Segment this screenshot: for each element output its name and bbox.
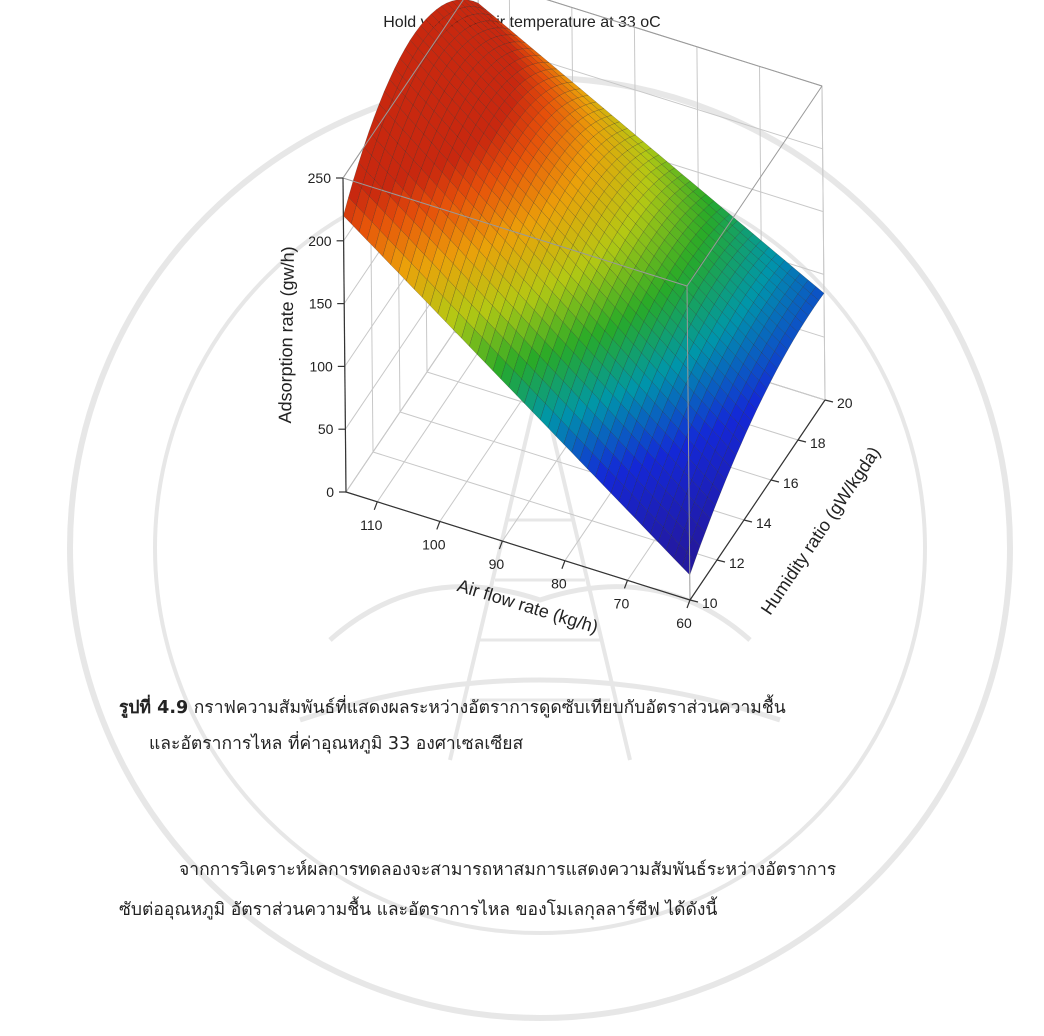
x-tick	[561, 560, 566, 569]
z-tick-label: 150	[309, 296, 333, 312]
y-axis-line	[689, 399, 826, 601]
x-tick	[686, 599, 691, 609]
x-tick	[623, 580, 629, 589]
y-tick	[824, 399, 834, 403]
box-edge	[342, 0, 464, 179]
box-edge	[686, 285, 691, 601]
x-tick-label: 80	[551, 576, 567, 592]
surface-mesh	[343, 0, 825, 576]
box-edge	[342, 177, 688, 287]
figure-caption-line2: และอัตราการไหล ที่ค่าอุณหภูมิ 33 องศาเซล…	[149, 734, 524, 754]
z-tick-label: 0	[326, 484, 334, 500]
z-axis-title: Adsorption rate (gw/h)	[275, 246, 298, 423]
x-tick	[498, 540, 503, 550]
x-tick	[373, 501, 378, 511]
y-tick	[689, 599, 699, 603]
x-tick-label: 60	[676, 615, 692, 631]
y-tick	[716, 559, 726, 563]
figure-caption-line1: กราฟความสัมพันธ์ที่แสดงผลระหว่างอัตราการ…	[188, 698, 786, 718]
y-tick	[797, 439, 807, 443]
box-edge	[546, 0, 823, 87]
y-tick-label: 20	[837, 395, 853, 411]
y-tick-label: 14	[756, 515, 772, 531]
y-tick	[770, 479, 780, 483]
x-tick	[436, 521, 441, 530]
y-axis-title: Humidity ratio (gW/kgda)	[757, 443, 884, 618]
body-paragraph-line1: จากการวิเคราะห์ผลการทดลองจะสามารถหาสมการ…	[179, 860, 837, 880]
z-tick-label: 200	[308, 233, 332, 249]
body-paragraph: จากการวิเคราะห์ผลการทดลองจะสามารถหาสมการ…	[119, 850, 1044, 930]
x-tick-label: 100	[422, 536, 446, 552]
x-tick-label: 110	[360, 517, 383, 533]
z-axis-line	[342, 177, 347, 493]
surface-chart: 0 50 100 150 200 250 110 100 90 80 70 60 10 12 14 16 18 2…	[275, 0, 884, 637]
z-tick-label: 50	[318, 421, 334, 437]
x-axis-title: Air flow rate (kg/h)	[455, 575, 601, 637]
z-tick-label: 250	[308, 170, 332, 186]
body-paragraph-line2: ซับต่ออุณหภูมิ อัตราส่วนความชื้น และอัตร…	[119, 900, 718, 920]
surface-patch	[681, 551, 696, 576]
y-tick	[743, 519, 753, 523]
x-tick-label: 70	[614, 595, 630, 611]
y-tick-label: 18	[810, 435, 826, 451]
chart-box-front-edges	[342, 0, 823, 601]
figure-caption-label: รูปที่ 4.9	[119, 698, 189, 718]
y-tick-label: 12	[729, 555, 745, 571]
figure-caption: รูปที่ 4.9 กราฟความสัมพันธ์ที่แสดงผลระหว…	[119, 690, 1039, 762]
x-axis-line	[345, 491, 691, 601]
z-tick-label: 100	[309, 358, 333, 374]
x-tick-label: 90	[489, 556, 505, 572]
box-edge	[686, 85, 823, 287]
y-tick-label: 10	[702, 595, 718, 611]
y-tick-label: 16	[783, 475, 799, 491]
